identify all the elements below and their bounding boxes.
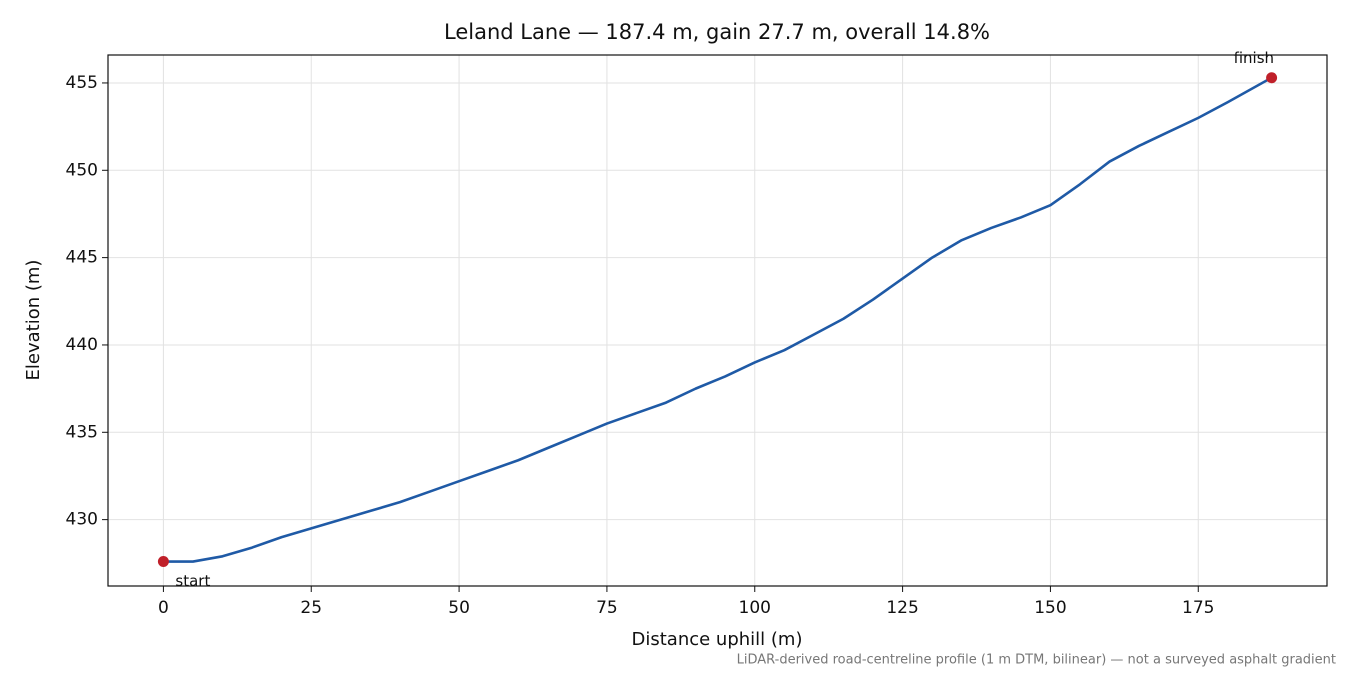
x-tick-label: 75 xyxy=(596,598,618,618)
y-tick-label: 445 xyxy=(66,248,98,268)
x-tick-label: 100 xyxy=(739,598,771,618)
x-tick-label: 50 xyxy=(448,598,470,618)
plot-frame xyxy=(107,54,1328,587)
x-tick-label: 150 xyxy=(1034,598,1066,618)
y-tick-label: 430 xyxy=(66,510,98,530)
y-tick-label: 440 xyxy=(66,335,98,355)
annotation: start xyxy=(175,572,210,590)
x-tick-label: 125 xyxy=(886,598,918,618)
footnote: LiDAR-derived road-centreline profile (1… xyxy=(737,653,1336,668)
x-axis-label: Distance uphill (m) xyxy=(632,629,803,650)
chart-title: Leland Lane — 187.4 m, gain 27.7 m, over… xyxy=(444,20,990,44)
x-tick-label: 25 xyxy=(300,598,322,618)
y-tick-label: 455 xyxy=(66,73,98,93)
y-tick-label: 450 xyxy=(66,160,98,180)
y-tick-label: 435 xyxy=(66,422,98,442)
profile-line xyxy=(163,76,1273,563)
endpoint-marker xyxy=(1266,72,1278,84)
y-axis-label: Elevation (m) xyxy=(23,260,44,381)
annotation: finish xyxy=(1234,49,1274,67)
x-tick-label: 0 xyxy=(158,598,169,618)
x-tick-label: 175 xyxy=(1182,598,1214,618)
endpoint-marker xyxy=(157,556,169,568)
